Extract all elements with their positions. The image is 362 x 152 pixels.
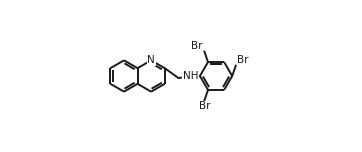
Text: N: N [147, 55, 155, 65]
Text: NH: NH [183, 71, 198, 81]
Text: Br: Br [198, 101, 210, 111]
Text: Br: Br [237, 55, 248, 64]
Text: Br: Br [191, 41, 203, 51]
